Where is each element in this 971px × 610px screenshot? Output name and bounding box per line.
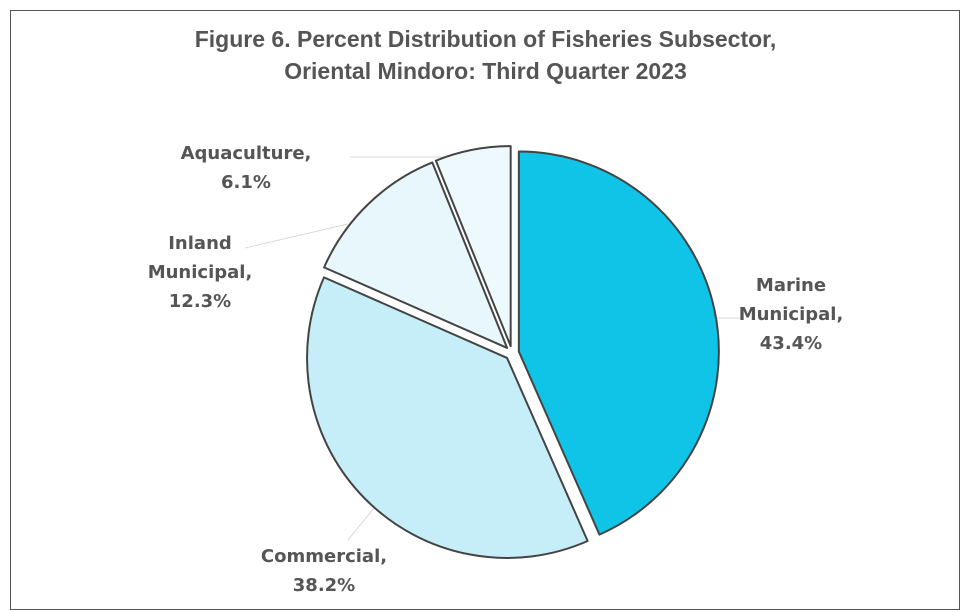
slice-labels: Marine Municipal, 43.4% Commercial, 38.2% Inl… [148,143,844,596]
pie-slice-inland-municipal [323,161,509,349]
chart-title-line-2: Oriental Mindoro: Third Quarter 2023 [284,58,687,84]
pie-chart: Marine Municipal, 43.4% Commercial, 38.2% Inl… [148,143,844,596]
data-label-marine-municipal: Marine Municipal, 43.4% [739,275,844,354]
chart-title-line-1: Figure 6. Percent Distribution of Fisher… [194,26,777,52]
data-label-inland-municipal: Inland Municipal, 12.3% [148,233,253,312]
leader-line-commercial [347,507,375,541]
pie-slice-aquaculture [434,145,512,348]
chart-title: Figure 6. Percent Distribution of Fisher… [0,23,971,87]
data-label-aquaculture: Aquaculture, 6.1% [181,143,312,193]
pie-slices [306,145,720,559]
leader-line-inland-municipal [244,223,349,249]
pie-slice-marine-municipal [517,150,720,536]
data-label-commercial: Commercial, 38.2% [261,546,387,596]
pie-slice-commercial [306,276,589,559]
